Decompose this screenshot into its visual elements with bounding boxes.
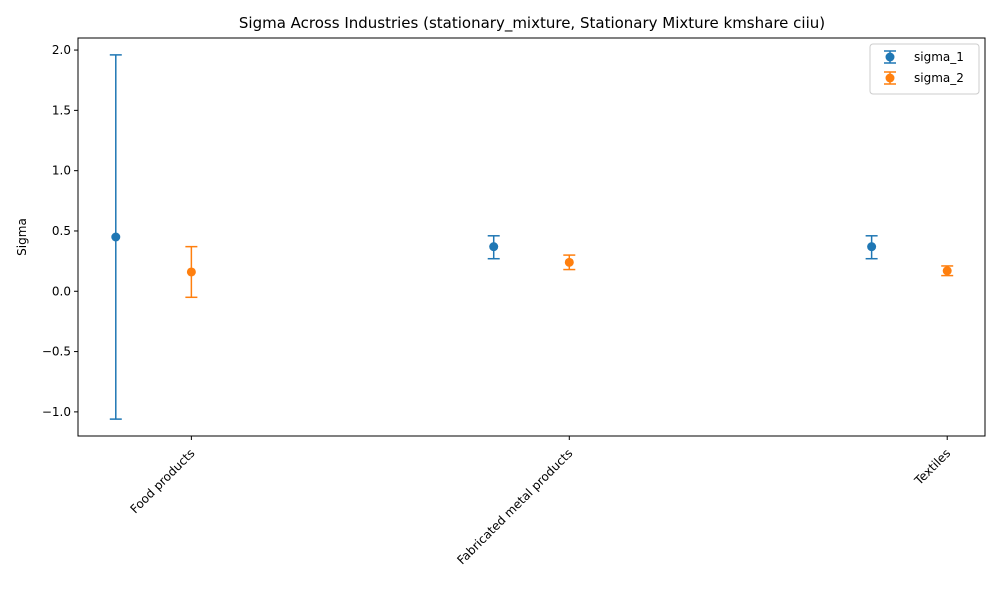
sigma_2-point — [186, 267, 196, 277]
x-tick-label: Textiles — [911, 446, 953, 488]
y-axis: −1.0 −0.5 0.0 0.5 1.0 1.5 2.0 — [42, 43, 78, 419]
sigma_1-point — [489, 242, 499, 252]
x-axis: Food products Fabricated metal products Te… — [127, 436, 953, 567]
legend: sigma_1 sigma_2 — [869, 43, 980, 95]
y-tick-label: −1.0 — [42, 405, 71, 419]
x-tick-label: Fabricated metal products — [454, 446, 575, 567]
legend-label-sigma_1: sigma_1 — [914, 50, 964, 64]
legend-label-sigma_2: sigma_2 — [914, 71, 964, 85]
plot-area — [109, 54, 954, 420]
x-tick-label: Food products — [127, 446, 197, 516]
legend-box — [869, 43, 980, 95]
axes-frame — [77, 37, 986, 437]
sigma_1-point — [867, 242, 877, 252]
y-tick-label: 1.0 — [52, 164, 71, 178]
y-tick-label: 2.0 — [52, 43, 71, 57]
sigma_2-point — [942, 266, 952, 276]
sigma_2-point — [564, 257, 574, 267]
legend-swatch-point — [885, 73, 895, 83]
legend-swatch-point — [885, 52, 895, 62]
sigma_1-point — [111, 232, 121, 242]
y-tick-label: 0.0 — [52, 284, 71, 298]
chart-title: Sigma Across Industries (stationary_mixt… — [239, 14, 825, 33]
y-tick-label: −0.5 — [42, 345, 71, 359]
y-tick-label: 1.5 — [52, 103, 71, 117]
y-tick-label: 0.5 — [52, 224, 71, 238]
y-axis-label: Sigma — [15, 218, 29, 256]
